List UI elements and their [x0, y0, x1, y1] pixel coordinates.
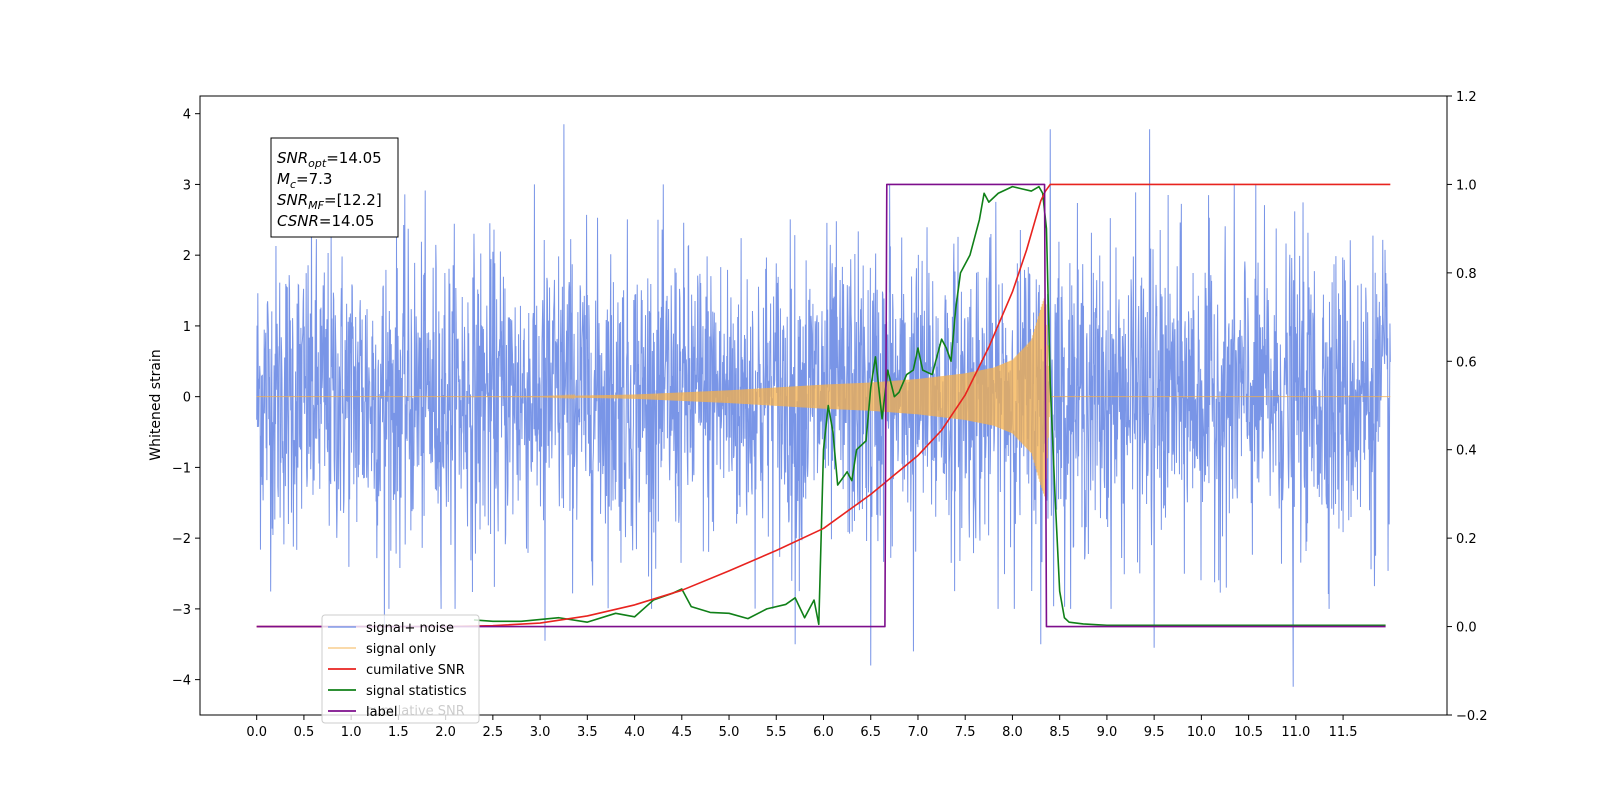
annotation-line: CSNR=14.05	[277, 212, 374, 230]
y-tick-label: −1	[172, 461, 191, 476]
y-tick-label: −3	[172, 603, 191, 618]
y2-tick-label: 0.6	[1456, 355, 1477, 370]
series-layer	[256, 124, 1391, 687]
y2-tick-label: 1.2	[1456, 90, 1477, 105]
x-tick-label: 0.5	[294, 725, 315, 740]
x-axis: 0.0 0.5 1.0 1.5 2.0 2.5 3.0 3.5 4.0 4.5 5.0 5.5 6.0 6…	[246, 715, 1358, 740]
y2-tick-label: 0.2	[1456, 532, 1477, 547]
x-tick-label: 8.0	[1002, 725, 1023, 740]
legend-entry-label: signal statistics	[366, 684, 467, 699]
x-tick-label: 4.0	[624, 725, 645, 740]
x-tick-label: 2.0	[435, 725, 456, 740]
series-signal-only-line	[256, 295, 1391, 500]
series-label-line	[256, 183, 1386, 628]
x-tick-label: 6.0	[813, 725, 834, 740]
y-tick-label: 1	[183, 320, 191, 335]
x-tick-label: 9.0	[1097, 725, 1118, 740]
y-tick-label: 0	[183, 391, 191, 406]
y2-tick-label: 0.4	[1456, 444, 1477, 459]
legend-frame	[321, 614, 480, 724]
y-tick-label: 3	[183, 178, 191, 193]
x-tick-label: 2.5	[483, 725, 504, 740]
x-tick-label: 3.0	[530, 725, 551, 740]
y2-tick-label: 1.0	[1456, 178, 1477, 193]
x-tick-label: 1.5	[388, 725, 409, 740]
annotation-line: SNRMF=[12.2]	[277, 191, 382, 212]
x-tick-label: 11.0	[1281, 725, 1310, 740]
annotation-line: SNRopt=14.05	[277, 149, 382, 170]
x-tick-label: 0.0	[246, 725, 267, 740]
y-tick-label: −2	[172, 532, 191, 547]
annotation-line: Mc=7.3	[277, 170, 332, 191]
y-tick-label: 4	[183, 108, 191, 123]
legend-entry-label: cumilative SNR	[366, 663, 465, 678]
y-tick-label: 2	[183, 249, 191, 264]
series-cumulative-snr-line	[256, 183, 1391, 628]
x-tick-label: 10.5	[1234, 725, 1263, 740]
y-tick-label: −4	[172, 674, 191, 689]
legend-entry-label: signal only	[366, 642, 436, 657]
y2-axis: −0.2 0.0 0.2 0.4 0.6 0.8 1.0 1.2	[1447, 90, 1488, 724]
x-tick-label: 10.0	[1187, 725, 1216, 740]
y2-tick-label: −0.2	[1456, 709, 1488, 724]
x-tick-label: 8.5	[1049, 725, 1070, 740]
x-tick-label: 4.5	[671, 725, 692, 740]
series-signal-statistics-line	[473, 185, 1386, 627]
annotation-frame	[270, 137, 399, 238]
x-tick-label: 6.5	[860, 725, 881, 740]
x-tick-label: 9.5	[1144, 725, 1165, 740]
x-tick-label: 7.0	[908, 725, 929, 740]
x-tick-label: 3.5	[577, 725, 598, 740]
legend-entry-label: signal+ noise	[366, 621, 454, 636]
x-tick-label: 11.5	[1329, 725, 1358, 740]
x-tick-label: 1.0	[341, 725, 362, 740]
y2-tick-label: 0.8	[1456, 267, 1477, 282]
x-tick-label: 5.5	[766, 725, 787, 740]
x-tick-label: 7.5	[955, 725, 976, 740]
y-axis-label: Whitened strain	[148, 349, 164, 460]
y2-tick-label: 0.0	[1456, 621, 1477, 636]
legend-entry-label: label	[366, 705, 397, 720]
x-tick-label: 5.0	[719, 725, 740, 740]
y-axis: −4 −3 −2 −1 0 1 2 3 4	[172, 108, 200, 689]
